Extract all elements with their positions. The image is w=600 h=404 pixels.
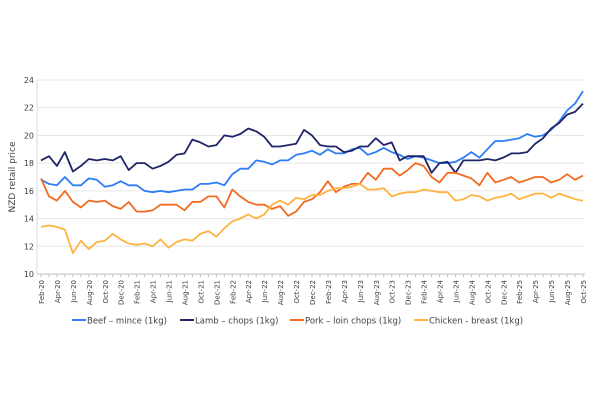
x-tick-label: Apr-22 [245,280,253,303]
y-tick-label: 18 [24,159,34,168]
series-lines [40,90,584,255]
x-tick-label: Oct-23 [389,280,397,304]
x-tick-label: Feb-25 [516,280,524,304]
legend-label: Beef – mince (1kg) [87,317,167,327]
series-line [40,162,584,217]
x-tick-label: Feb-20 [38,280,46,304]
x-tick-label: Oct-22 [293,280,301,304]
x-tick-label: Jun-23 [357,280,365,303]
x-tick-label: Dec-24 [500,279,508,305]
x-tick-label: Oct-21 [197,280,205,304]
y-tick-label: 14 [24,215,34,224]
y-tick-label: 12 [24,242,34,251]
x-tick-label: Feb-22 [229,280,237,304]
x-tick-label: Aug-22 [277,280,285,305]
x-tick-label: Apr-25 [532,280,540,303]
y-axis-ticks: 10 12 14 16 18 20 22 24 [24,76,34,279]
legend-item: Chicken - breast (1kg) [414,317,523,327]
legend-label: Chicken - breast (1kg) [429,317,523,327]
x-tick-label: Aug-25 [564,280,572,305]
x-tick-label: Apr-24 [437,279,445,303]
x-tick-label: Oct-24 [484,279,492,303]
x-tick-label: Jun-25 [548,280,556,303]
x-tick-label: Dec-22 [309,280,317,305]
series-line [40,90,584,194]
x-tick-label: Feb-23 [325,280,333,304]
x-tick-label: Oct-25 [580,280,588,304]
series-line [40,182,584,255]
y-axis-label: NZD retail price [8,141,18,212]
y-tick-label: 24 [24,76,34,85]
x-tick-label: Feb-21 [134,280,142,304]
x-tick-label: Jun-21 [166,280,174,303]
legend-item: Pork – loin chops (1kg) [290,317,401,327]
x-tick-label: Oct-20 [102,280,110,304]
x-tick-label: Feb-24 [421,279,429,303]
legend-label: Lamb – chops (1kg) [195,317,278,327]
x-tick-label: Dec-23 [405,280,413,305]
y-tick-label: 10 [24,270,34,279]
x-tick-label: Aug-24 [468,279,476,305]
y-tick-label: 22 [24,104,34,113]
x-tick-label: Dec-20 [118,280,126,305]
y-tick-label: 16 [24,187,34,196]
x-axis-ticks: Feb-20 Apr-20 Jun-20 Aug-20 Oct-20 Dec-20 Feb-… [38,274,588,305]
x-tick-label: Jun-20 [70,280,78,303]
legend-item: Beef – mince (1kg) [72,317,167,327]
gridlines [36,79,585,275]
x-tick-label: Apr-23 [341,280,349,303]
series-line [40,102,584,174]
x-tick-label: Apr-21 [150,280,158,303]
x-tick-label: Aug-23 [373,280,381,305]
x-tick-label: Aug-21 [181,280,189,305]
x-tick-label: Jun-22 [261,280,269,303]
y-tick-label: 20 [24,131,34,140]
x-tick-label: Dec-21 [213,280,221,305]
legend: Beef – mince (1kg) Lamb – chops (1kg) Pork… [72,317,523,327]
x-tick-label: Jun-24 [452,279,460,303]
x-tick-label: Aug-20 [86,280,94,305]
legend-label: Pork – loin chops (1kg) [305,317,401,327]
legend-item: Lamb – chops (1kg) [180,317,278,327]
x-tick-label: Apr-20 [54,280,62,303]
